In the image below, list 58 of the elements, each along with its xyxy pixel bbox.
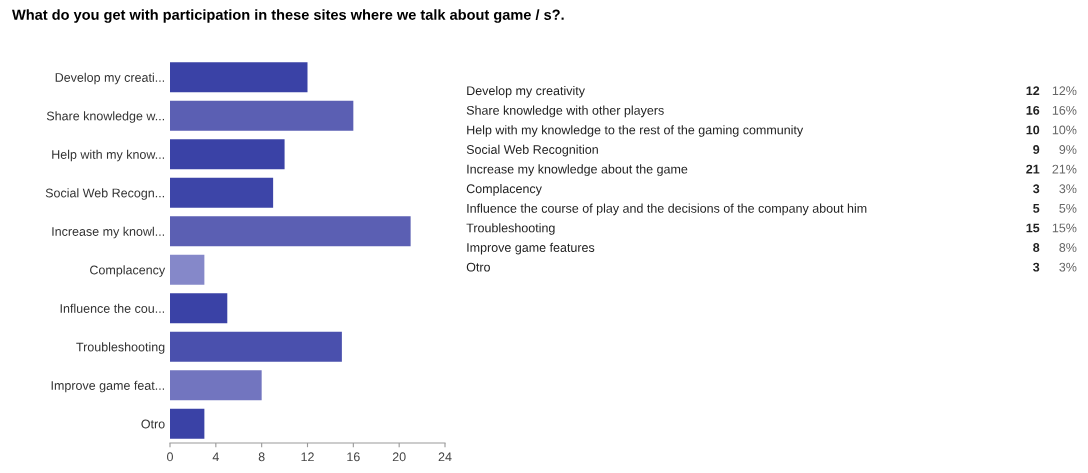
text: Complacency (466, 183, 542, 196)
text: 9% (1059, 145, 1077, 154)
bar (170, 408, 205, 439)
text: 3 (1033, 184, 1040, 194)
bar (170, 254, 205, 285)
text: Social Web Recognition (466, 144, 598, 157)
bar (170, 100, 354, 131)
text: 15% (1052, 223, 1077, 233)
text: Improve game features (467, 242, 595, 255)
text: 21% (1052, 164, 1077, 174)
text: 12 (1026, 86, 1040, 96)
text: 5 (1033, 204, 1040, 213)
text: Increase my knowledge about the game (467, 164, 688, 177)
text: 3% (1059, 184, 1077, 194)
text: Share knowledge with other players (466, 105, 664, 118)
x-tick-label: 4 (212, 452, 219, 462)
text: 8% (1059, 243, 1077, 252)
chart-title: What do you get with participation in these sites where we talk about game / s?. (12, 9, 564, 23)
y-tick-label: Social Web Recogn... (45, 188, 164, 200)
text: Help with my knowledge to the rest of the gaming community (467, 125, 804, 137)
text: 3% (1059, 262, 1077, 272)
bar (170, 177, 274, 208)
text: 10% (1052, 125, 1077, 135)
y-tick-label: Influence the cou... (60, 303, 165, 313)
text: 15 (1026, 223, 1040, 233)
text: 16 (1026, 105, 1040, 115)
text: 9 (1033, 145, 1040, 154)
bar (170, 370, 262, 401)
text: 12% (1052, 86, 1077, 96)
x-tick-label: 12 (301, 452, 314, 462)
y-tick-label: Complacency (90, 265, 166, 277)
bar (170, 331, 342, 362)
x-tick-label: 20 (392, 452, 406, 462)
text: Influence the course of play and the decisions of the company about him (467, 203, 867, 216)
bar (170, 139, 285, 170)
text: 5% (1059, 203, 1077, 213)
y-tick-label: Increase my knowl... (52, 226, 164, 239)
y-tick-label: Share knowledge w... (46, 111, 165, 123)
y-tick-label: Develop my creati... (55, 72, 164, 85)
text: 8 (1033, 243, 1040, 252)
text: Troubleshooting (466, 223, 555, 235)
x-tick-label: 0 (167, 452, 173, 462)
x-tick-label: 16 (347, 452, 360, 462)
y-tick-label: Otro (141, 419, 165, 429)
text: 10 (1026, 125, 1040, 135)
text: Otro (466, 262, 490, 272)
x-tick-label: 8 (258, 452, 265, 462)
bar (170, 216, 411, 247)
text: Develop my creativity (467, 85, 585, 98)
bar (170, 62, 308, 93)
x-tick-label: 24 (438, 452, 452, 462)
y-tick-label: Improve game feat... (51, 380, 165, 393)
text: 3 (1033, 262, 1040, 272)
bar (170, 293, 228, 324)
y-tick-label: Help with my know... (52, 149, 164, 162)
text: 21 (1026, 164, 1040, 174)
y-tick-label: Troubleshooting (76, 342, 165, 354)
text: 16% (1052, 105, 1077, 115)
